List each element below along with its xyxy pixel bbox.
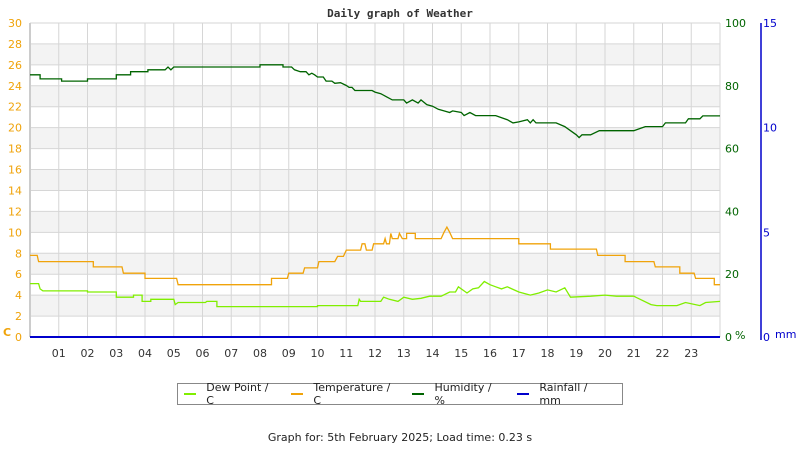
legend-item-rainfall: Rainfall / mm: [515, 381, 608, 407]
svg-text:40: 40: [725, 205, 739, 218]
legend-label: Rainfall / mm: [539, 381, 588, 407]
svg-text:22: 22: [656, 347, 670, 360]
svg-text:14: 14: [8, 184, 22, 197]
svg-text:28: 28: [8, 38, 22, 51]
svg-text:06: 06: [196, 347, 210, 360]
rainfall-axis-ticks: 0 5 10 15: [760, 17, 777, 344]
svg-text:24: 24: [8, 80, 22, 93]
svg-text:30: 30: [8, 17, 22, 30]
humidity-swatch-icon: [412, 393, 425, 395]
svg-text:18: 18: [8, 143, 22, 156]
svg-text:05: 05: [167, 347, 181, 360]
svg-text:26: 26: [8, 59, 22, 72]
svg-text:08: 08: [253, 347, 267, 360]
chart-title: Daily graph of Weather: [327, 7, 473, 20]
svg-text:6: 6: [15, 268, 22, 281]
temperature-line: [30, 225, 720, 286]
svg-text:15: 15: [763, 17, 777, 30]
svg-text:60: 60: [725, 143, 739, 156]
svg-text:8: 8: [15, 247, 22, 260]
svg-text:80: 80: [725, 80, 739, 93]
svg-text:13: 13: [397, 347, 411, 360]
svg-text:4: 4: [15, 289, 22, 302]
svg-text:19: 19: [569, 347, 583, 360]
legend-item-dew-point: Dew Point / C: [182, 381, 275, 407]
svg-text:03: 03: [109, 347, 123, 360]
svg-text:04: 04: [138, 347, 152, 360]
svg-text:14: 14: [426, 347, 440, 360]
humidity-axis-ticks: 0 20 40 60 80 100: [725, 17, 746, 344]
svg-text:20: 20: [598, 347, 612, 360]
graph-footer: Graph for: 5th February 2025; Load time:…: [267, 431, 533, 444]
legend-label: Dew Point / C: [206, 381, 269, 407]
dew-line: [30, 280, 721, 308]
legend-label: Temperature / C: [313, 381, 391, 407]
svg-text:10: 10: [311, 347, 325, 360]
humidity-line: [30, 64, 720, 139]
svg-text:18: 18: [541, 347, 555, 360]
svg-text:12: 12: [368, 347, 382, 360]
legend-label: Humidity / %: [434, 381, 492, 407]
svg-text:07: 07: [224, 347, 238, 360]
svg-text:20: 20: [8, 122, 22, 135]
svg-text:0: 0: [725, 331, 732, 344]
svg-text:20: 20: [725, 268, 739, 281]
temperature-swatch-icon: [291, 393, 304, 395]
svg-text:21: 21: [627, 347, 641, 360]
svg-text:23: 23: [684, 347, 698, 360]
rainfall-swatch-icon: [517, 393, 530, 395]
svg-text:09: 09: [282, 347, 296, 360]
series-lines: [30, 64, 721, 338]
svg-text:2: 2: [15, 310, 22, 323]
dew-point-swatch-icon: [184, 393, 197, 395]
svg-text:5: 5: [763, 226, 770, 239]
legend-item-humidity: Humidity / %: [410, 381, 501, 407]
svg-text:100: 100: [725, 17, 746, 30]
svg-text:11: 11: [339, 347, 353, 360]
chart-legend: Dew Point / C Temperature / C Humidity /…: [177, 381, 623, 407]
rainfall-axis-label: mm: [775, 328, 796, 341]
humidity-axis-label: %: [735, 329, 745, 342]
svg-text:10: 10: [763, 122, 777, 135]
legend-item-temperature: Temperature / C: [289, 381, 396, 407]
svg-text:16: 16: [8, 164, 22, 177]
svg-text:22: 22: [8, 101, 22, 114]
svg-text:0: 0: [15, 331, 22, 344]
left-axis-label: C: [3, 326, 11, 339]
x-axis-ticks: 01 02 03 04 05 06 07 08 09 10 11 12 13 14 15 16 17 18 19 20…: [52, 347, 699, 360]
svg-text:10: 10: [8, 226, 22, 239]
svg-text:17: 17: [512, 347, 526, 360]
svg-text:15: 15: [454, 347, 468, 360]
svg-text:12: 12: [8, 205, 22, 218]
svg-text:01: 01: [52, 347, 66, 360]
weather-chart: Daily graph of Weather 02468101214161820…: [3, 7, 796, 360]
svg-text:16: 16: [483, 347, 497, 360]
svg-text:0: 0: [763, 331, 770, 344]
svg-text:02: 02: [81, 347, 95, 360]
